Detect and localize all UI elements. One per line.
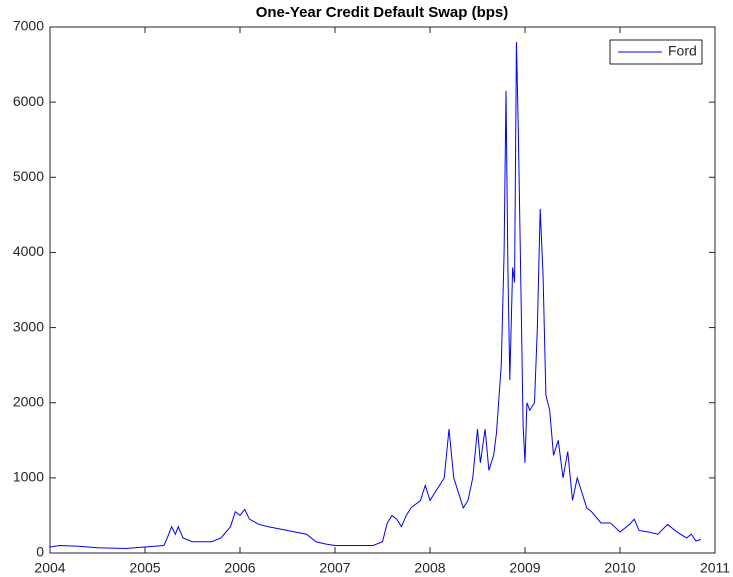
y-tick-label: 5000 [13,168,44,184]
x-tick-label: 2011 [700,560,730,576]
x-tick-label: 2004 [34,560,65,576]
y-tick-label: 1000 [13,469,44,485]
y-tick-label: 3000 [13,318,44,334]
plot-area [49,26,716,554]
y-tick-label: 2000 [13,393,44,409]
chart-title: One-Year Credit Default Swap (bps) [256,4,509,21]
x-tick-label: 2010 [604,560,635,576]
x-tick-label: 2009 [509,560,540,576]
x-tick-label: 2008 [414,560,445,576]
x-tick-label: 2007 [319,560,350,576]
x-tick-label: 2005 [129,560,160,576]
y-tick-label: 0 [36,544,44,560]
y-tick-label: 6000 [13,93,44,109]
y-tick-label: 7000 [13,18,44,34]
legend-label: Ford [668,43,697,59]
x-tick-label: 2006 [224,560,255,576]
y-tick-label: 4000 [13,243,44,259]
line-series [49,42,701,549]
